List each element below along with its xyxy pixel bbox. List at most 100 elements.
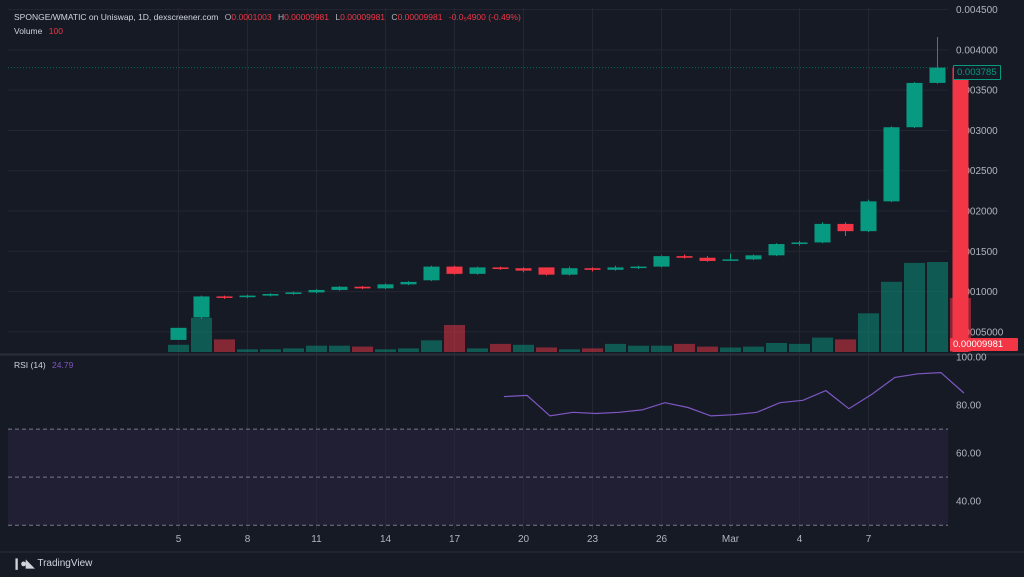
candle-body	[860, 201, 877, 232]
low-value: 0.00009981	[340, 12, 386, 22]
y-tick-label: 0.002500	[956, 166, 998, 177]
legend-volume: Volume 100	[14, 26, 67, 36]
volume-value: 100	[48, 26, 63, 36]
volume-bar	[605, 343, 626, 352]
high-value: 0.00009981	[284, 12, 330, 22]
rsi-line	[503, 371, 965, 417]
volume-bar	[490, 343, 511, 352]
candle-body	[630, 266, 647, 269]
volume-bar	[513, 344, 534, 352]
candle-body	[607, 267, 624, 270]
y-tick-label: 0.003500	[956, 86, 998, 97]
candle-body	[768, 244, 785, 256]
candle-body	[308, 289, 325, 293]
candle-body	[791, 242, 808, 245]
y-tick-label: 0.0005000	[956, 327, 1004, 338]
candle-body	[653, 256, 670, 267]
candle-body	[561, 268, 578, 275]
volume-bar	[651, 345, 672, 352]
volume-bar	[421, 340, 442, 352]
x-tick-label: 23	[587, 534, 599, 545]
current-price-tag: 0.00009981	[950, 338, 1018, 351]
volume-bar	[789, 343, 810, 352]
candle-body	[170, 327, 187, 340]
volume-bar	[467, 348, 488, 352]
low-label: L	[335, 12, 341, 22]
volume-bar	[444, 325, 465, 352]
candle-body	[676, 256, 693, 258]
x-tick-label: 4	[797, 534, 803, 545]
volume-bar	[352, 346, 373, 352]
candle-body	[722, 259, 739, 261]
y-tick-label: 0.003000	[956, 126, 998, 137]
volume-bar	[904, 262, 925, 352]
volume-bar	[674, 343, 695, 352]
tradingview-logo-icon: ❙●◣	[12, 558, 34, 570]
volume-bar	[559, 349, 580, 352]
volume-bar	[812, 337, 833, 352]
open-label: O	[224, 12, 232, 22]
candle-body	[906, 82, 923, 128]
volume-bar	[191, 317, 212, 352]
last-price-tag: 0.003785	[953, 65, 1001, 80]
legend-rsi: RSI (14) 24.79	[14, 360, 77, 370]
volume-bar	[237, 349, 258, 352]
volume-bar	[858, 313, 879, 352]
candle-body	[745, 255, 762, 260]
candle-body	[929, 67, 946, 83]
candle-body	[515, 268, 532, 271]
change-value: -0.0₅4900 (-0.49%)	[448, 12, 521, 22]
open-value: 0.0001003	[231, 12, 272, 22]
volume-bar	[214, 339, 235, 352]
y-tick-label: 0.001500	[956, 247, 998, 258]
rsi-y-tick-label: 80.00	[956, 401, 981, 412]
volume-bar	[743, 346, 764, 352]
x-tick-label: 14	[380, 534, 392, 545]
y-tick-label: 0.004000	[956, 45, 998, 56]
rsi-value: 24.79	[52, 360, 74, 370]
volume-bar	[536, 347, 557, 352]
rsi-label: RSI (14)	[14, 360, 46, 370]
candle-body	[952, 67, 969, 352]
volume-bar	[881, 281, 902, 352]
tradingview-logo[interactable]: ❙●◣ TradingView	[12, 557, 92, 570]
candle-body	[377, 284, 394, 289]
candle-body	[814, 223, 831, 243]
volume-bar	[628, 345, 649, 352]
candle-body	[699, 257, 716, 261]
close-label: C	[391, 12, 398, 22]
candle-body	[331, 286, 348, 290]
candle-body	[262, 293, 279, 296]
x-tick-label: 17	[449, 534, 461, 545]
rsi-y-tick-label: 40.00	[956, 497, 981, 508]
rsi-y-tick-label: 60.00	[956, 449, 981, 460]
candle-body	[239, 295, 256, 298]
volume-bar	[720, 347, 741, 352]
close-value: 0.00009981	[397, 12, 443, 22]
candle-body	[538, 267, 555, 275]
y-tick-label: 0.001000	[956, 287, 998, 298]
candle-body	[837, 223, 854, 232]
candle-body	[285, 292, 302, 294]
volume-bar	[582, 348, 603, 352]
candle-body	[423, 266, 440, 281]
volume-label: Volume	[14, 26, 43, 36]
volume-bar	[283, 348, 304, 352]
candle-body	[584, 268, 601, 270]
x-tick-label: 11	[311, 534, 322, 545]
volume-bar	[329, 345, 350, 352]
volume-bar	[168, 344, 189, 352]
y-tick-label: 0.002000	[956, 207, 998, 218]
x-tick-label: 8	[245, 534, 251, 545]
candle-body	[446, 266, 463, 274]
volume-bar	[306, 345, 327, 352]
volume-bar	[766, 343, 787, 352]
high-label: H	[277, 12, 285, 22]
volume-bar	[375, 349, 396, 352]
candle-body	[492, 267, 509, 270]
pair-title: SPONGE/WMATIC on Uniswap, 1D, dexscreene…	[14, 12, 219, 22]
volume-bar	[835, 339, 856, 352]
tradingview-label: TradingView	[37, 558, 93, 569]
